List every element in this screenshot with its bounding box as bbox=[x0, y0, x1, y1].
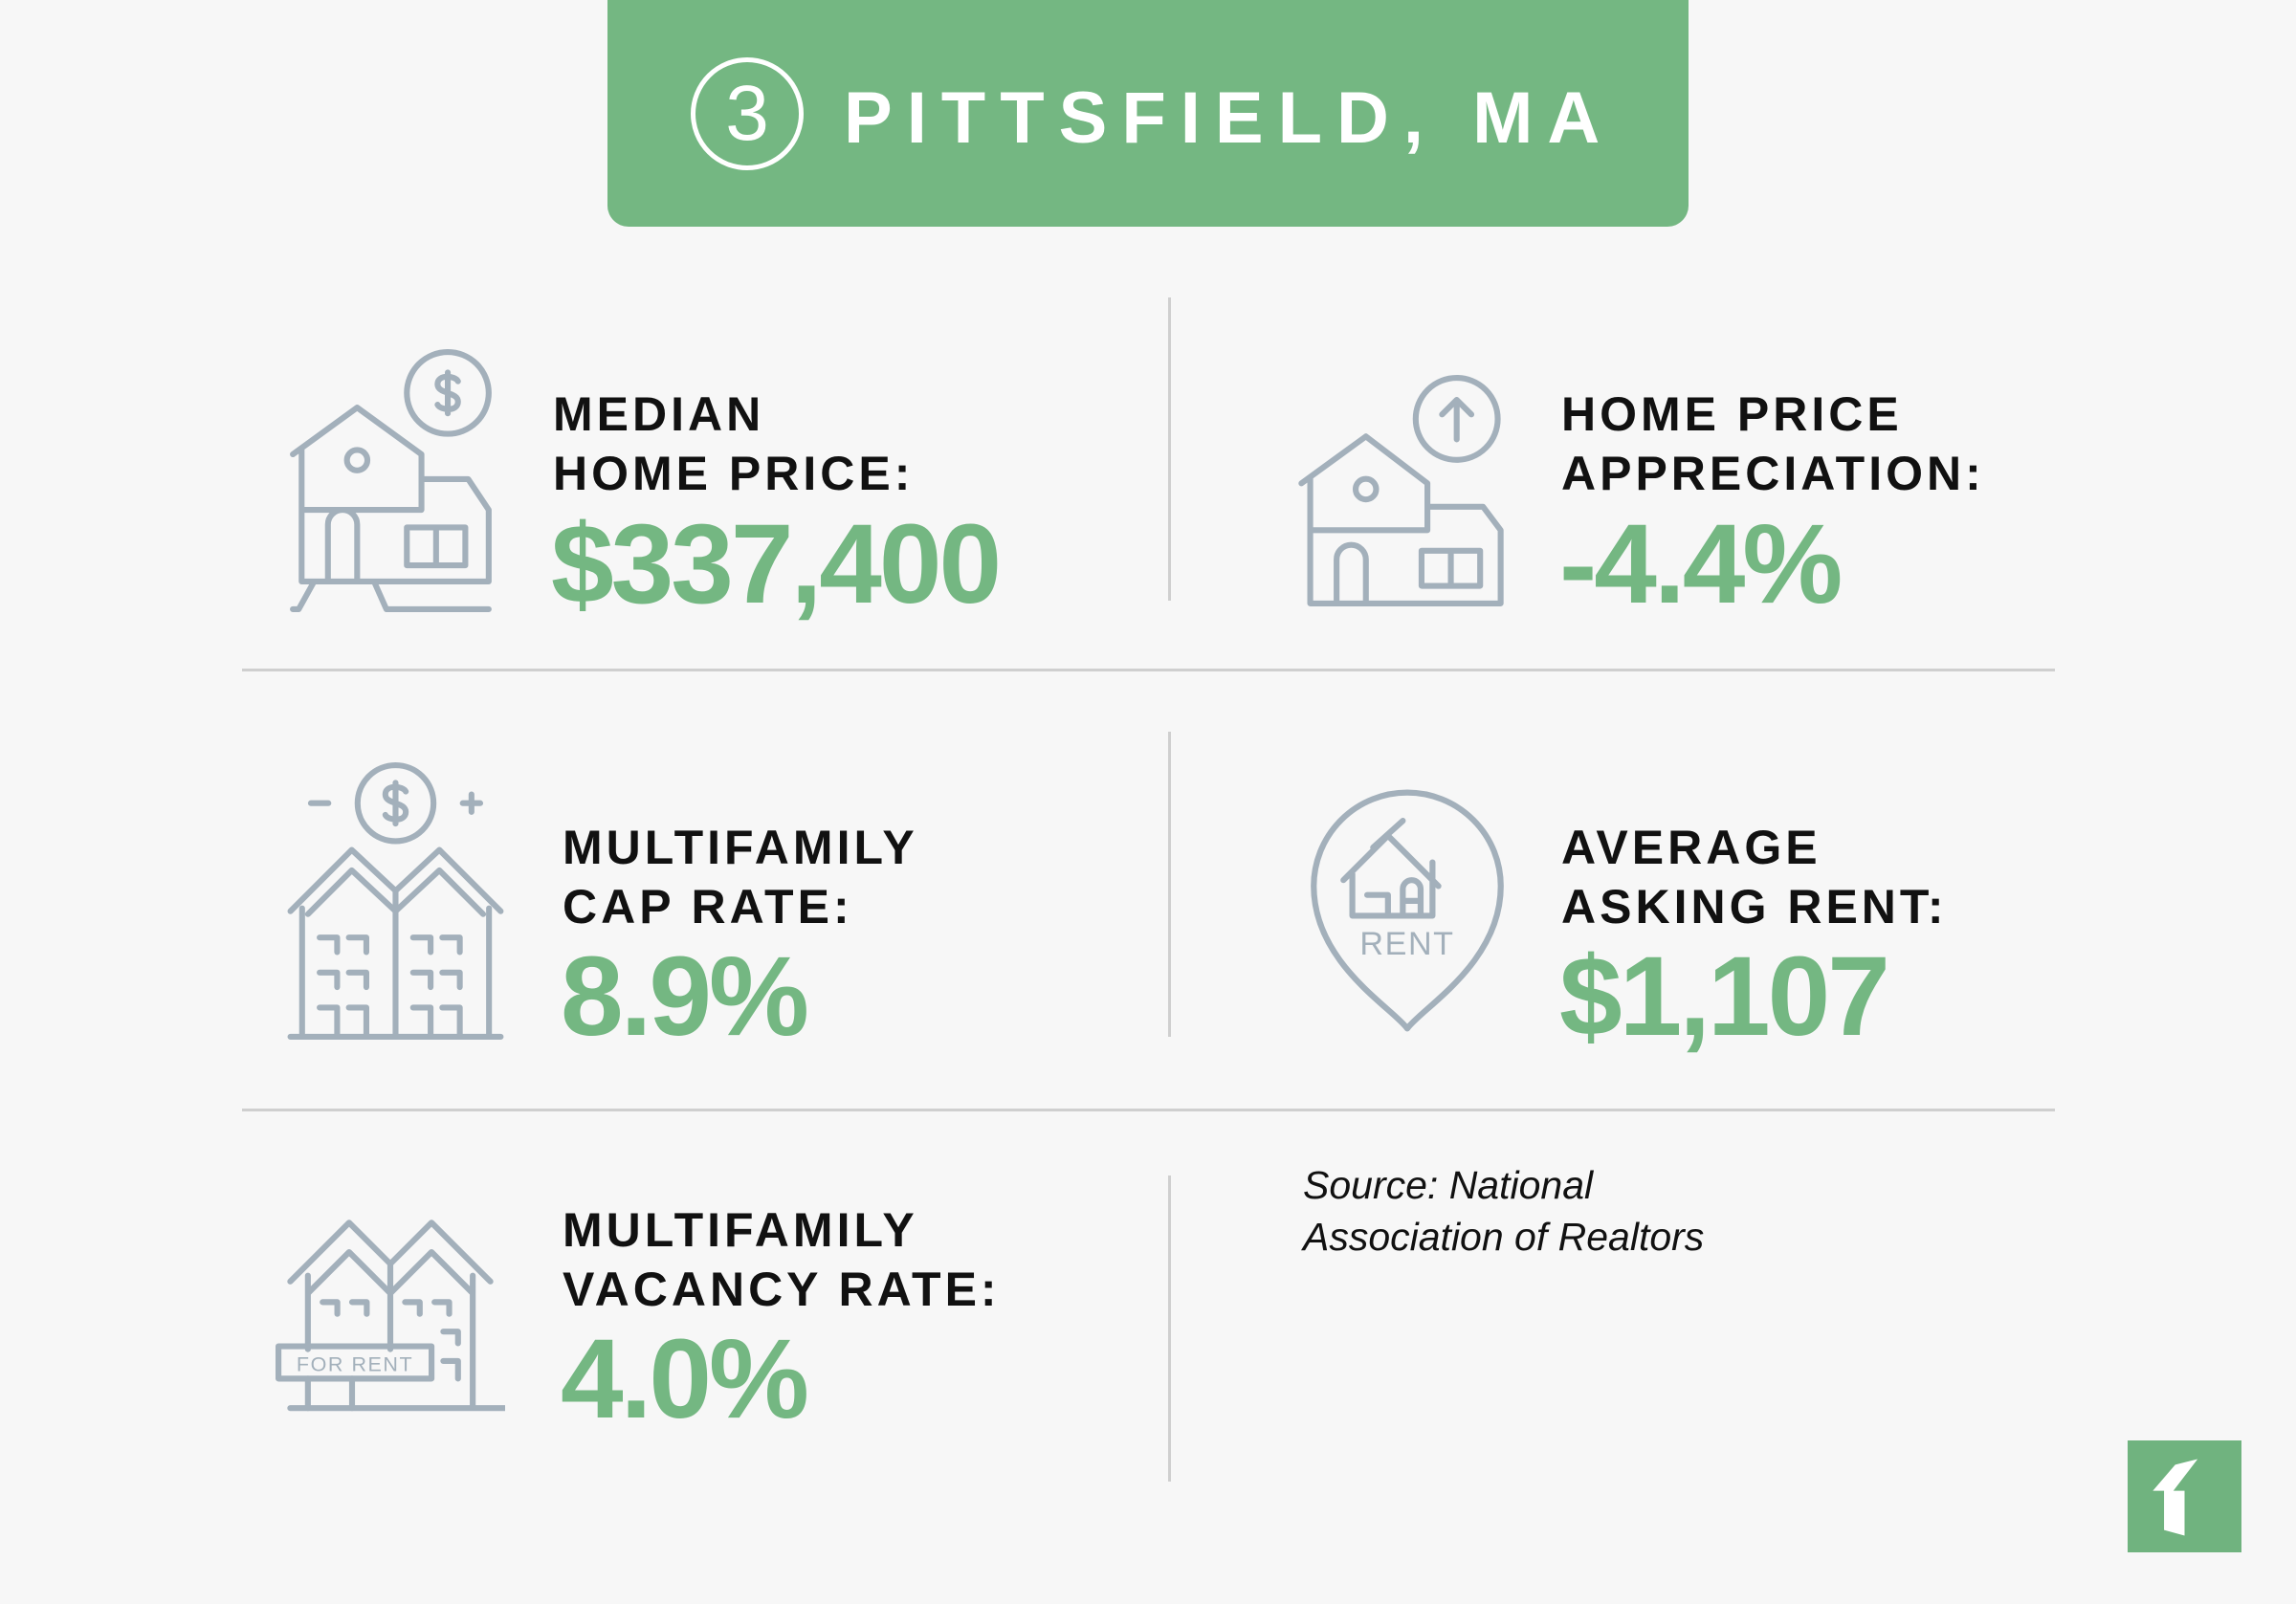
divider-vertical bbox=[1168, 1176, 1171, 1482]
stat-value: $1,107 bbox=[1559, 934, 1890, 1060]
stat-label: HOME PRICE APPRECIATION: bbox=[1561, 387, 1985, 500]
divider-horizontal bbox=[242, 1109, 2055, 1111]
divider-horizontal bbox=[242, 669, 2055, 671]
stat-label: MEDIAN HOME PRICE: bbox=[553, 387, 915, 500]
rank-badge: 3 bbox=[691, 57, 804, 170]
stat-value: 8.9% bbox=[561, 934, 809, 1060]
stat-value: -4.4% bbox=[1559, 501, 1843, 627]
stat-label: MULTIFAMILY CAP RATE: bbox=[563, 821, 918, 934]
svg-text:FOR RENT: FOR RENT bbox=[297, 1353, 413, 1376]
logo-icon bbox=[2152, 1459, 2198, 1536]
stat-label: AVERAGE ASKING RENT: bbox=[1561, 821, 1948, 934]
house-arrow-up-icon bbox=[1298, 375, 1504, 606]
house-dollar-icon bbox=[290, 349, 492, 612]
rent-pin-icon: RENT bbox=[1311, 789, 1504, 1032]
stat-label: MULTIFAMILY VACANCY RATE: bbox=[563, 1203, 1001, 1316]
stat-value: $337,400 bbox=[551, 501, 1002, 627]
brand-logo bbox=[2128, 1440, 2241, 1552]
multifamily-dollar-icon bbox=[287, 762, 504, 1040]
stat-value: 4.0% bbox=[561, 1316, 809, 1442]
divider-vertical bbox=[1168, 297, 1171, 601]
divider-vertical bbox=[1168, 732, 1171, 1037]
svg-text:RENT: RENT bbox=[1359, 926, 1454, 962]
for-rent-building-icon: FOR RENT bbox=[276, 1219, 505, 1412]
page-title: PITTSFIELD, MA bbox=[844, 77, 1615, 159]
source-note: Source: National Association of Realtors bbox=[1303, 1163, 1705, 1259]
